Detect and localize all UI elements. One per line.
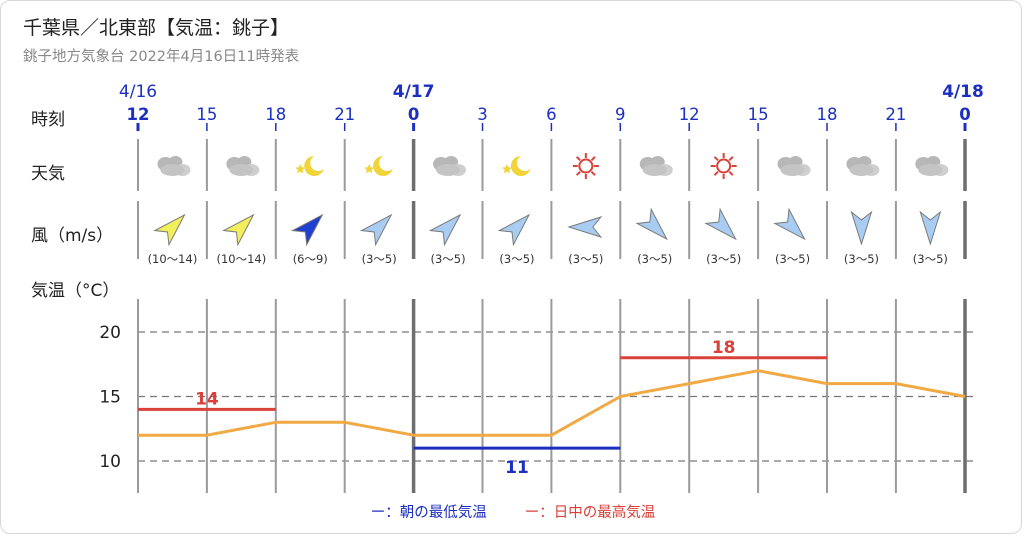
sun-ray <box>713 156 719 162</box>
wind-arrow-icon <box>497 213 531 247</box>
sun-ray <box>713 170 719 176</box>
sun-disc <box>716 158 732 174</box>
hour-label: 3 <box>477 105 488 124</box>
moon-icon <box>295 155 327 176</box>
legend: ー：朝の最低気温 ー：日中の最高気温 <box>1 501 1024 522</box>
hour-label: 15 <box>196 105 217 124</box>
min-temp-label: 11 <box>505 458 529 478</box>
star-shape <box>502 164 512 174</box>
sun-ray <box>590 170 596 176</box>
moon-cut <box>310 155 327 171</box>
sun-ray <box>728 156 734 162</box>
sun-ray <box>590 156 596 162</box>
date-label: 4/16 <box>119 82 157 102</box>
wind-range-label: (3〜5) <box>430 252 465 266</box>
sun-disc <box>578 158 594 174</box>
hour-label: 18 <box>817 105 838 124</box>
wind-arrow-icon <box>635 207 668 241</box>
wind-arrow-icon <box>359 213 393 247</box>
hour-label: 6 <box>546 105 557 124</box>
cloud-icon <box>777 156 811 176</box>
moon-cut <box>379 155 396 171</box>
wind-arrow-icon <box>773 207 806 241</box>
weather-row-label: 天気 <box>31 164 65 184</box>
wind-arrow-icon <box>153 213 186 247</box>
hour-label: 12 <box>127 105 150 124</box>
ytick-label: 20 <box>99 323 121 343</box>
cloud-icon <box>915 156 949 176</box>
cloud-puff <box>780 164 805 176</box>
sun-ray <box>728 170 734 176</box>
page-title: 千葉県／北東部【気温：銚子】 <box>23 17 290 39</box>
hour-label: 18 <box>265 105 286 124</box>
hour-label: 0 <box>408 105 419 124</box>
wind-range-label: (3〜5) <box>637 252 672 266</box>
hour-label: 9 <box>615 105 626 124</box>
sun-ray <box>575 170 581 176</box>
date-label: 4/17 <box>393 82 435 102</box>
wind-range-label: (3〜5) <box>913 252 948 266</box>
wind-range-label: (3〜5) <box>706 252 741 266</box>
cloud-icon <box>157 156 191 176</box>
wind-arrow-icon <box>919 210 942 246</box>
cloud-puff <box>642 164 667 176</box>
cloud-icon <box>846 156 880 176</box>
moon-icon <box>502 155 533 176</box>
hour-label: 15 <box>748 105 769 124</box>
moon-cut <box>516 155 533 171</box>
hour-label: 21 <box>885 105 906 124</box>
date-label: 4/18 <box>942 82 984 102</box>
wind-range-label: (10〜14) <box>216 252 266 266</box>
cloud-icon <box>226 156 260 176</box>
wind-row-label: 風（m/s） <box>31 226 114 246</box>
sun-icon <box>710 153 737 179</box>
ytick-label: 10 <box>99 452 121 472</box>
moon-icon <box>364 155 396 176</box>
wind-arrow-icon <box>850 210 873 246</box>
cloud-puff <box>849 164 874 176</box>
cloud-icon <box>639 156 673 176</box>
wind-range-label: (3〜5) <box>775 252 810 266</box>
star-shape <box>364 164 375 174</box>
wind-range-label: (10〜14) <box>148 252 198 266</box>
wind-arrow-icon <box>428 213 462 247</box>
wind-arrow-icon <box>290 213 324 247</box>
ytick-label: 15 <box>99 388 121 408</box>
page-subtitle: 銚子地方気象台 2022年4月16日11時発表 <box>23 49 300 65</box>
legend-high-temp: ー：日中の最高気温 <box>524 505 656 521</box>
cloud-puff <box>918 164 943 176</box>
temp-row-label: 気温（°C） <box>31 281 120 301</box>
max-temp-label: 14 <box>195 389 219 409</box>
sun-icon <box>572 153 599 179</box>
wind-arrow-icon <box>704 207 737 241</box>
wind-range-label: (3〜5) <box>844 252 879 266</box>
legend-low-temp: ー：朝の最低気温 <box>370 505 487 521</box>
cloud-icon <box>433 156 467 176</box>
cloud-puff <box>160 164 185 176</box>
wind-range-label: (6〜9) <box>293 252 328 266</box>
wind-range-label: (3〜5) <box>568 252 603 266</box>
cloud-puff <box>436 164 461 176</box>
wind-arrow-icon <box>567 216 603 238</box>
hour-label: 21 <box>334 105 355 124</box>
max-temp-label: 18 <box>712 338 736 358</box>
hour-label: 0 <box>959 105 970 124</box>
wind-range-label: (3〜5) <box>362 252 397 266</box>
cloud-puff <box>229 164 254 176</box>
temperature-line <box>138 369 966 437</box>
wind-arrow-icon <box>221 213 255 247</box>
hour-label: 12 <box>679 105 700 124</box>
star-shape <box>295 164 306 174</box>
time-row-label: 時刻 <box>31 110 65 130</box>
wind-range-label: (3〜5) <box>499 252 534 266</box>
sun-ray <box>575 156 581 162</box>
